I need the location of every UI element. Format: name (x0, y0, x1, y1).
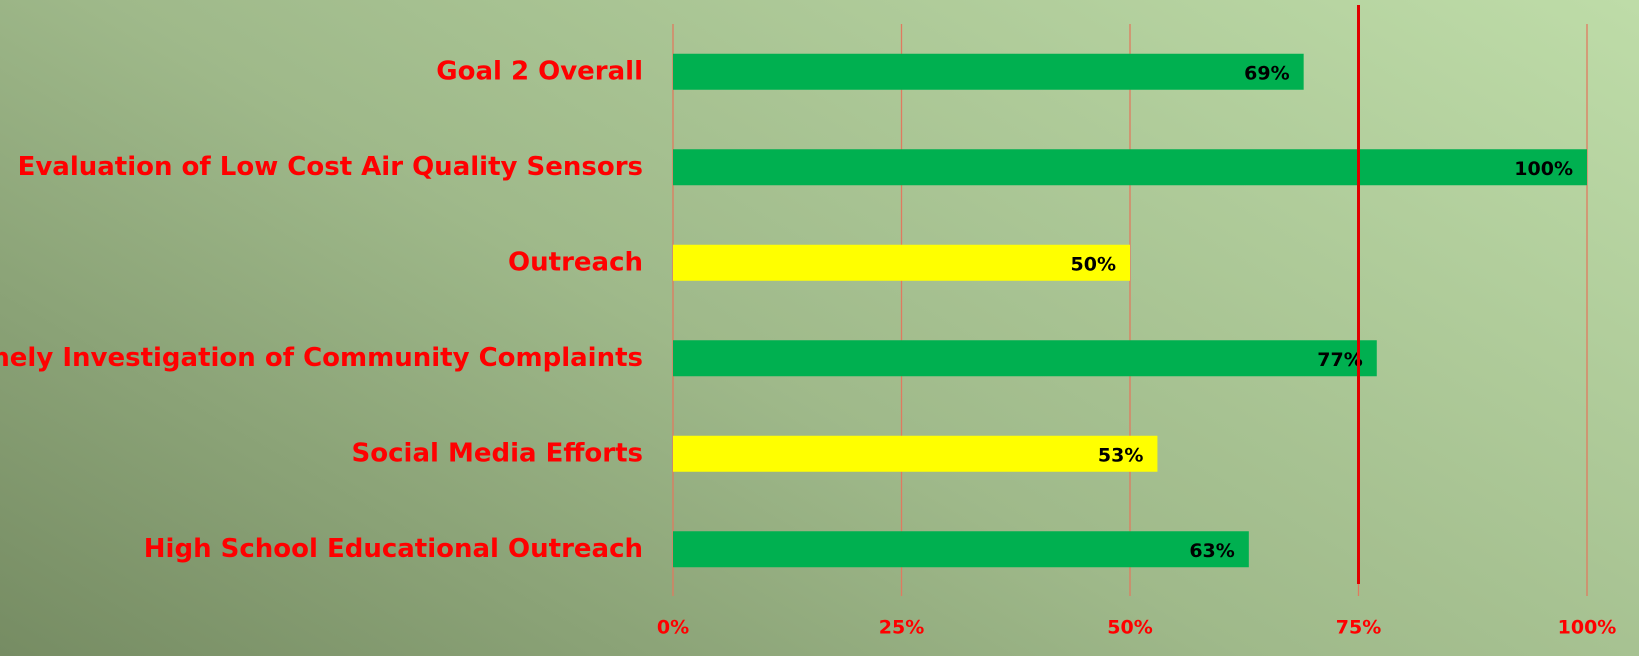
x-tick-label: 25% (879, 617, 924, 639)
x-tick-label: 75% (1336, 617, 1381, 639)
bar (673, 53, 1304, 90)
category-label: Social Media Efforts (352, 438, 643, 468)
bar (673, 531, 1249, 568)
x-tick-label: 50% (1107, 617, 1152, 639)
data-label: 63% (1189, 540, 1234, 562)
category-label: Outreach (508, 247, 643, 277)
data-label: 53% (1098, 444, 1143, 466)
bar (673, 435, 1158, 472)
bar (673, 149, 1587, 186)
bar (673, 340, 1377, 377)
data-label: 50% (1071, 253, 1116, 275)
category-label: Evaluation of Low Cost Air Quality Senso… (18, 152, 643, 182)
x-tick-label: 0% (657, 617, 689, 639)
data-label: 77% (1317, 349, 1362, 371)
bar (673, 244, 1130, 281)
x-tick-label: 100% (1558, 617, 1617, 639)
category-label: Goal 2 Overall (436, 56, 643, 86)
category-label: High School Educational Outreach (144, 534, 643, 564)
data-label: 69% (1244, 62, 1289, 84)
data-label: 100% (1514, 158, 1573, 180)
category-label: Timely Investigation of Community Compla… (0, 343, 643, 373)
